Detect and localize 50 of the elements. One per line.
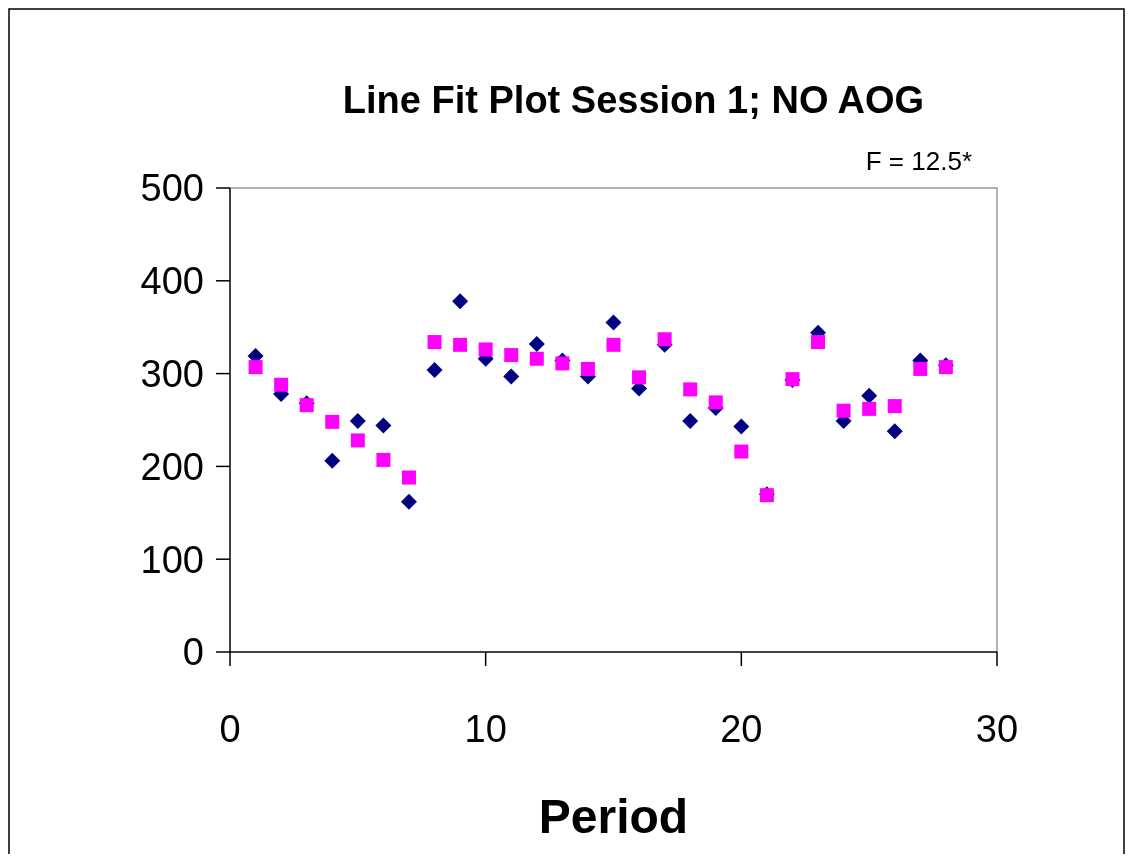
point [836,403,851,418]
point [886,423,903,440]
point [324,452,341,469]
point [478,342,493,357]
point [657,332,672,347]
point [605,314,622,331]
y-tick-label: 200 [140,445,204,488]
y-tick-label: 400 [140,260,204,303]
point [529,351,544,366]
point [555,356,570,371]
y-tick-label: 500 [140,167,204,210]
point [375,417,392,434]
point [350,433,365,448]
point [248,360,263,375]
x-tick-label: 30 [975,708,1019,750]
point [400,493,417,510]
point [427,335,442,350]
text: F = 12.5* [865,146,972,176]
point [606,337,621,352]
point [504,348,519,363]
y-tick-label: 100 [140,538,204,581]
point [376,452,391,467]
point [349,412,366,429]
x-tick-label: 10 [464,708,507,750]
chart-title: Line Fit Plot Session 1; NO AOG [342,79,925,121]
point [708,395,723,410]
point [913,361,928,376]
point [862,401,877,416]
point [683,382,698,397]
point [733,418,750,435]
point [401,470,416,485]
x-axis-title: Period [538,790,689,843]
x-tick-label: 20 [720,708,763,750]
point [453,337,468,352]
point [580,361,595,376]
y-tick-label: 300 [140,352,204,395]
point [682,412,699,429]
point [811,335,826,350]
point [274,377,289,392]
x-tick-label: 0 [219,708,241,750]
point [325,414,340,429]
point [632,370,647,385]
point [861,387,878,404]
point [503,368,520,385]
point [734,444,749,459]
point [452,293,469,310]
y-tick-label: 0 [182,631,204,674]
point [887,399,902,414]
point [528,335,545,352]
point [426,361,443,378]
